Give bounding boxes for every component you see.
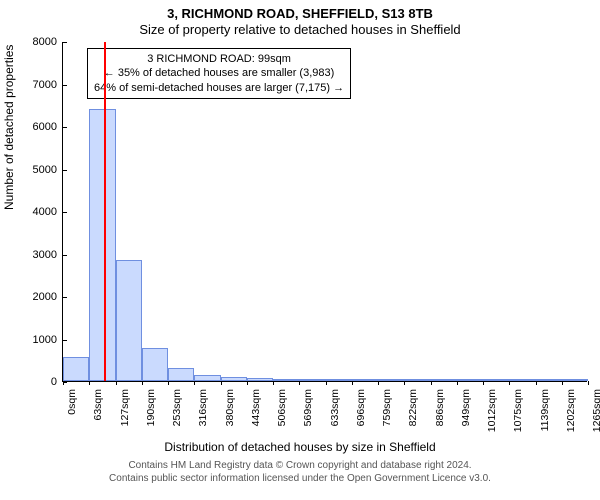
histogram-bar bbox=[89, 109, 115, 381]
x-axis-label: Distribution of detached houses by size … bbox=[0, 440, 600, 454]
annotation-line2: ← 35% of detached houses are smaller (3,… bbox=[94, 66, 344, 80]
x-tick: 949sqm bbox=[460, 385, 472, 426]
x-tick-mark bbox=[509, 381, 510, 385]
x-tick: 1139sqm bbox=[539, 385, 551, 431]
histogram-bar bbox=[247, 378, 273, 381]
footer-attribution: Contains HM Land Registry data © Crown c… bbox=[0, 460, 600, 485]
chart-supertitle: 3, RICHMOND ROAD, SHEFFIELD, S13 8TB bbox=[0, 6, 600, 21]
x-tick-mark bbox=[299, 381, 300, 385]
chart-title: Size of property relative to detached ho… bbox=[0, 22, 600, 37]
x-tick: 380sqm bbox=[224, 385, 236, 426]
x-tick-mark bbox=[457, 381, 458, 385]
x-tick-mark bbox=[378, 381, 379, 385]
x-tick: 1012sqm bbox=[486, 385, 498, 432]
x-tick-mark bbox=[168, 381, 169, 385]
x-tick-mark bbox=[326, 381, 327, 385]
x-tick-mark bbox=[194, 381, 195, 385]
x-tick: 1075sqm bbox=[512, 385, 524, 432]
y-tick: 3000 bbox=[17, 249, 63, 261]
x-tick-mark bbox=[352, 381, 353, 385]
y-tick: 8000 bbox=[17, 36, 63, 48]
y-tick: 6000 bbox=[17, 121, 63, 133]
property-marker-line bbox=[104, 42, 106, 381]
histogram-bar bbox=[194, 375, 220, 381]
annotation-line3: 64% of semi-detached houses are larger (… bbox=[94, 81, 344, 95]
y-tick: 5000 bbox=[17, 164, 63, 176]
histogram-bar bbox=[299, 379, 325, 381]
histogram-bar bbox=[509, 379, 535, 381]
footer-line1: Contains HM Land Registry data © Crown c… bbox=[0, 460, 600, 473]
y-axis-label: Number of detached properties bbox=[2, 45, 16, 210]
x-tick-mark bbox=[431, 381, 432, 385]
x-tick-mark bbox=[483, 381, 484, 385]
histogram-bar bbox=[142, 348, 168, 381]
x-tick-mark bbox=[63, 381, 64, 385]
x-tick: 759sqm bbox=[381, 385, 393, 426]
histogram-bar bbox=[562, 379, 588, 381]
x-tick-mark bbox=[89, 381, 90, 385]
x-tick: 253sqm bbox=[171, 385, 183, 426]
x-tick: 443sqm bbox=[250, 385, 262, 426]
x-tick-mark bbox=[562, 381, 563, 385]
histogram-bar bbox=[116, 260, 142, 381]
y-tick: 0 bbox=[17, 376, 63, 388]
x-tick-mark bbox=[536, 381, 537, 385]
x-tick: 0sqm bbox=[66, 385, 78, 415]
x-tick: 1202sqm bbox=[565, 385, 577, 432]
x-tick: 1265sqm bbox=[591, 385, 600, 432]
y-tick: 4000 bbox=[17, 206, 63, 218]
x-tick: 696sqm bbox=[355, 385, 367, 426]
x-tick-mark bbox=[273, 381, 274, 385]
x-tick-mark bbox=[247, 381, 248, 385]
annotation-line1: 3 RICHMOND ROAD: 99sqm bbox=[94, 52, 344, 66]
annotation-box: 3 RICHMOND ROAD: 99sqm ← 35% of detached… bbox=[87, 48, 351, 99]
x-tick-mark bbox=[142, 381, 143, 385]
y-tick: 2000 bbox=[17, 291, 63, 303]
x-tick-mark bbox=[588, 381, 589, 385]
y-tick: 7000 bbox=[17, 79, 63, 91]
histogram-bar bbox=[352, 379, 378, 381]
x-tick-mark bbox=[404, 381, 405, 385]
histogram-bar bbox=[221, 377, 247, 381]
x-tick: 506sqm bbox=[276, 385, 288, 426]
x-tick: 822sqm bbox=[407, 385, 419, 426]
histogram-bar bbox=[273, 379, 299, 381]
x-tick: 127sqm bbox=[119, 385, 131, 426]
histogram-bar bbox=[536, 379, 562, 381]
x-tick-mark bbox=[221, 381, 222, 385]
x-tick: 63sqm bbox=[92, 385, 104, 421]
x-tick: 886sqm bbox=[434, 385, 446, 426]
x-tick-mark bbox=[116, 381, 117, 385]
x-tick: 633sqm bbox=[329, 385, 341, 426]
chart-container: 3, RICHMOND ROAD, SHEFFIELD, S13 8TB Siz… bbox=[0, 0, 600, 500]
histogram-bar bbox=[483, 379, 509, 381]
footer-line2: Contains public sector information licen… bbox=[0, 473, 600, 486]
histogram-bar bbox=[326, 379, 352, 381]
histogram-bar bbox=[457, 379, 483, 381]
histogram-bar bbox=[63, 357, 89, 381]
histogram-bar bbox=[168, 368, 194, 381]
x-tick: 316sqm bbox=[197, 385, 209, 426]
histogram-bar bbox=[378, 379, 404, 381]
x-tick: 569sqm bbox=[302, 385, 314, 426]
y-tick: 1000 bbox=[17, 334, 63, 346]
histogram-bar bbox=[431, 379, 457, 381]
plot-area: 3 RICHMOND ROAD: 99sqm ← 35% of detached… bbox=[62, 42, 587, 382]
histogram-bar bbox=[404, 379, 430, 381]
x-tick: 190sqm bbox=[145, 385, 157, 426]
